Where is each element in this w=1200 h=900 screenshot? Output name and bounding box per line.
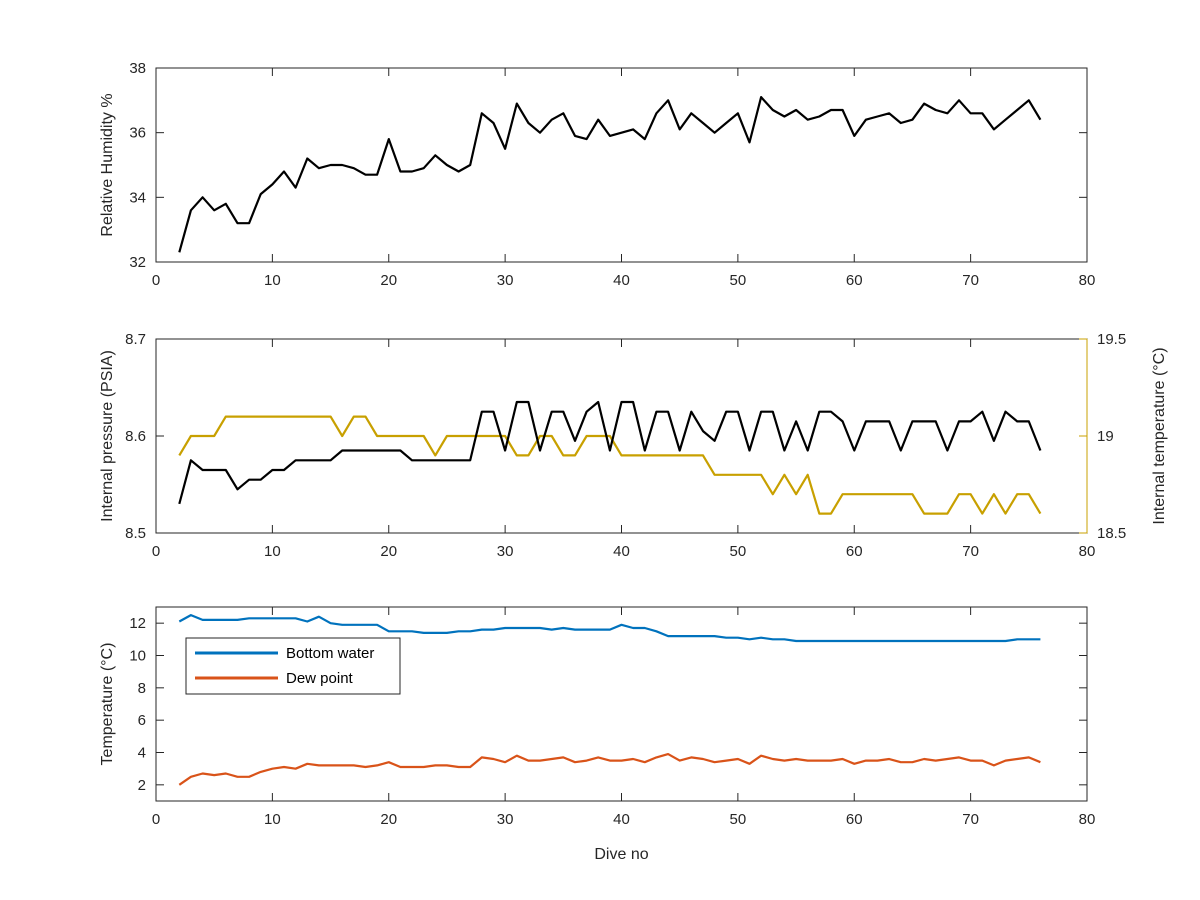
x-tick-label: 50	[730, 543, 747, 560]
legend: Bottom water Dew point	[185, 637, 401, 695]
x-tick-label: 10	[264, 543, 281, 560]
x-tick-label: 30	[497, 543, 514, 560]
series-line-0	[178, 400, 1042, 505]
x-tick-label: 80	[1079, 811, 1096, 828]
y-tick-label: 4	[138, 745, 146, 762]
x-tick-label: 50	[730, 811, 747, 828]
y-tick-label: 34	[129, 189, 146, 206]
x-tick-label: 60	[846, 811, 863, 828]
x-tick-label: 80	[1079, 543, 1096, 560]
y-tick-label: 6	[138, 712, 146, 729]
y-tick-label: 8	[138, 680, 146, 697]
x-axis-label: Dive no	[594, 846, 648, 863]
series-line-1	[178, 752, 1041, 786]
x-tick-label: 60	[846, 543, 863, 560]
x-tick-label: 50	[730, 272, 747, 289]
y-tick-label: 32	[129, 254, 146, 271]
humidity-panel: 0 10 20 30 40 50 60 70 80 32 34 36 38 Relative Humidi…	[99, 60, 1095, 289]
y-tick-label: 12	[129, 615, 146, 632]
x-tick-label: 60	[846, 272, 863, 289]
x-tick-label: 10	[264, 811, 281, 828]
y-axis-label: Temperature (°C)	[99, 643, 116, 766]
y-tick-label: 8.7	[125, 331, 146, 348]
plot-area	[155, 338, 1088, 534]
y2-tick-label: 18.5	[1097, 525, 1126, 542]
y-axis-label: Internal pressure (PSIA)	[99, 350, 116, 522]
y-tick-label: 8.6	[125, 428, 146, 445]
y2-tick-label: 19	[1097, 428, 1114, 445]
series-line-0	[178, 95, 1042, 253]
x-tick-label: 20	[380, 272, 397, 289]
pressure-temperature-panel: 0 10 20 30 40 50 60 70 80 8.5 8.6 8.7 18.5 19 19.5 Inte…	[99, 331, 1168, 560]
y2-axis-label: Internal temperature (°C)	[1151, 347, 1168, 524]
x-tick-label: 40	[613, 272, 630, 289]
x-tick-label: 70	[962, 543, 979, 560]
y-axis-label: Relative Humidity %	[99, 93, 116, 236]
x-tick-label: 0	[152, 543, 160, 560]
x-tick-label: 30	[497, 811, 514, 828]
y-tick-label: 2	[138, 777, 146, 794]
x-tick-label: 20	[380, 811, 397, 828]
y-tick-label: 10	[129, 648, 146, 665]
x-tick-label: 20	[380, 543, 397, 560]
plot-area	[155, 606, 1088, 802]
legend-label-0: Bottom water	[286, 645, 374, 662]
x-tick-label: 70	[962, 811, 979, 828]
x-tick-label: 40	[613, 811, 630, 828]
y-tick-label: 36	[129, 125, 146, 142]
legend-label-1: Dew point	[286, 670, 354, 687]
x-tick-label: 30	[497, 272, 514, 289]
x-tick-label: 40	[613, 543, 630, 560]
series-line-1	[178, 415, 1042, 515]
x-tick-label: 0	[152, 811, 160, 828]
x-tick-label: 0	[152, 272, 160, 289]
series-line-0	[178, 613, 1041, 643]
y2-tick-label: 19.5	[1097, 331, 1126, 348]
x-tick-label: 80	[1079, 272, 1096, 289]
legend-box	[185, 637, 401, 695]
x-tick-label: 70	[962, 272, 979, 289]
x-tick-label: 10	[264, 272, 281, 289]
plot-area	[155, 67, 1088, 263]
y-tick-label: 38	[129, 60, 146, 77]
temperature-panel: 0 10 20 30 40 50 60 70 80 2 4 6 8 10 12 Temperature (°C…	[99, 606, 1096, 863]
y-tick-label: 8.5	[125, 525, 146, 542]
